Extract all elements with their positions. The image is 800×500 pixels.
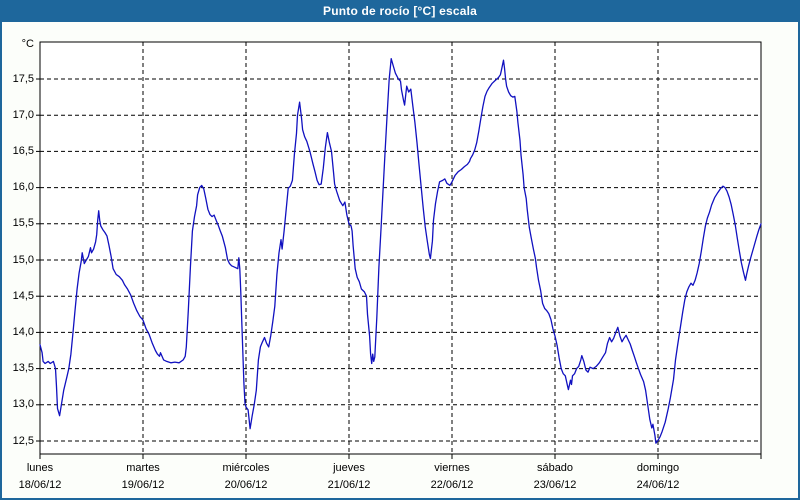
window-border-left [0,22,2,500]
plot-border [39,41,762,455]
window-title: Punto de rocío [°C] escala [322,4,478,18]
dew-point-line [39,58,762,444]
window-title-bar: Punto de rocío [°C] escala [0,0,800,22]
window-border-bottom [0,498,800,500]
window-border-right [798,22,800,500]
